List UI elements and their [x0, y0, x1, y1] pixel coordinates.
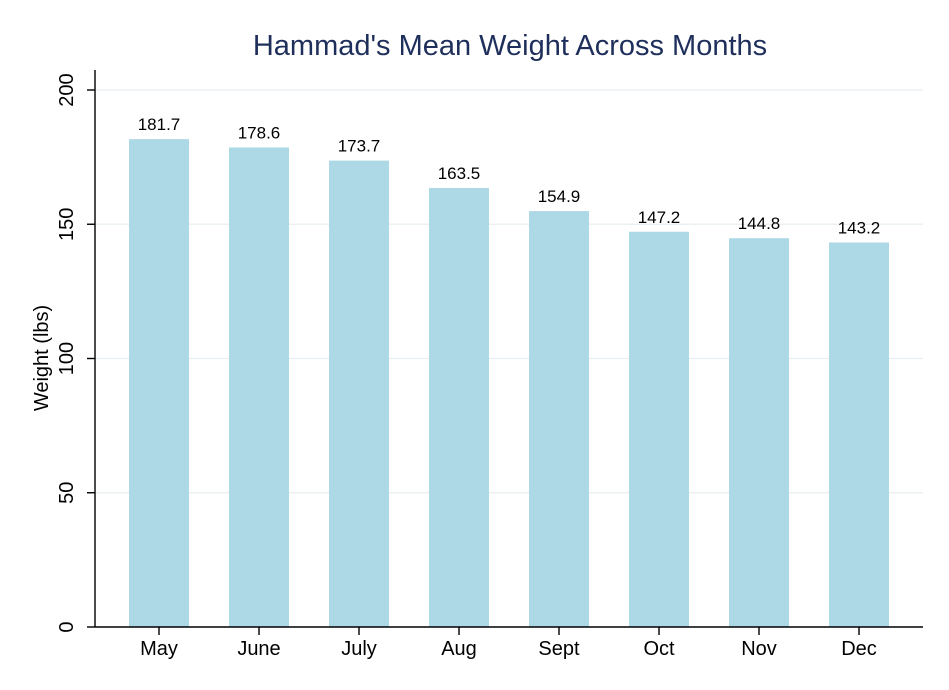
bars: [129, 139, 889, 628]
bar-nov: [729, 238, 789, 627]
y-tick-label: 0: [56, 621, 78, 632]
data-label: 143.2: [838, 219, 881, 238]
data-label: 178.6: [238, 123, 281, 142]
x-tick-label: May: [140, 638, 178, 660]
data-label: 173.7: [338, 137, 381, 156]
y-axis-label: Weight (lbs): [31, 305, 53, 411]
y-tick-label: 200: [56, 73, 78, 106]
bar-june: [229, 147, 289, 628]
x-tick-label: Oct: [643, 638, 675, 660]
bar-oct: [629, 231, 689, 627]
bar-dec: [829, 242, 889, 627]
bar-sept: [529, 211, 589, 627]
y-tick-label: 150: [56, 208, 78, 241]
data-label: 147.2: [638, 208, 681, 227]
data-label: 181.7: [138, 115, 181, 134]
x-axis-ticks: May June July Aug Sept Oct Nov Dec: [140, 627, 877, 660]
data-label: 144.8: [738, 214, 781, 233]
data-label: 163.5: [438, 164, 481, 183]
x-tick-label: July: [341, 638, 377, 660]
data-label: 154.9: [538, 187, 581, 206]
axes: [94, 70, 923, 628]
data-labels: 181.7 178.6 173.7 163.5 154.9 147.2 144.8 143.2: [138, 115, 881, 237]
x-tick-label: Aug: [441, 638, 477, 660]
y-tick-label: 100: [56, 342, 78, 375]
bar-may: [129, 139, 189, 627]
bar-aug: [429, 188, 489, 627]
y-axis-ticks: 0 50 100 150 200: [56, 73, 95, 633]
chart-title: Hammad's Mean Weight Across Months: [253, 30, 767, 62]
x-tick-label: Nov: [741, 638, 777, 660]
bar-july: [329, 160, 389, 628]
x-tick-label: Sept: [538, 638, 580, 660]
x-tick-label: June: [237, 638, 280, 660]
gridlines: [95, 89, 923, 494]
y-tick-label: 50: [56, 482, 78, 504]
x-tick-label: Dec: [841, 638, 877, 660]
